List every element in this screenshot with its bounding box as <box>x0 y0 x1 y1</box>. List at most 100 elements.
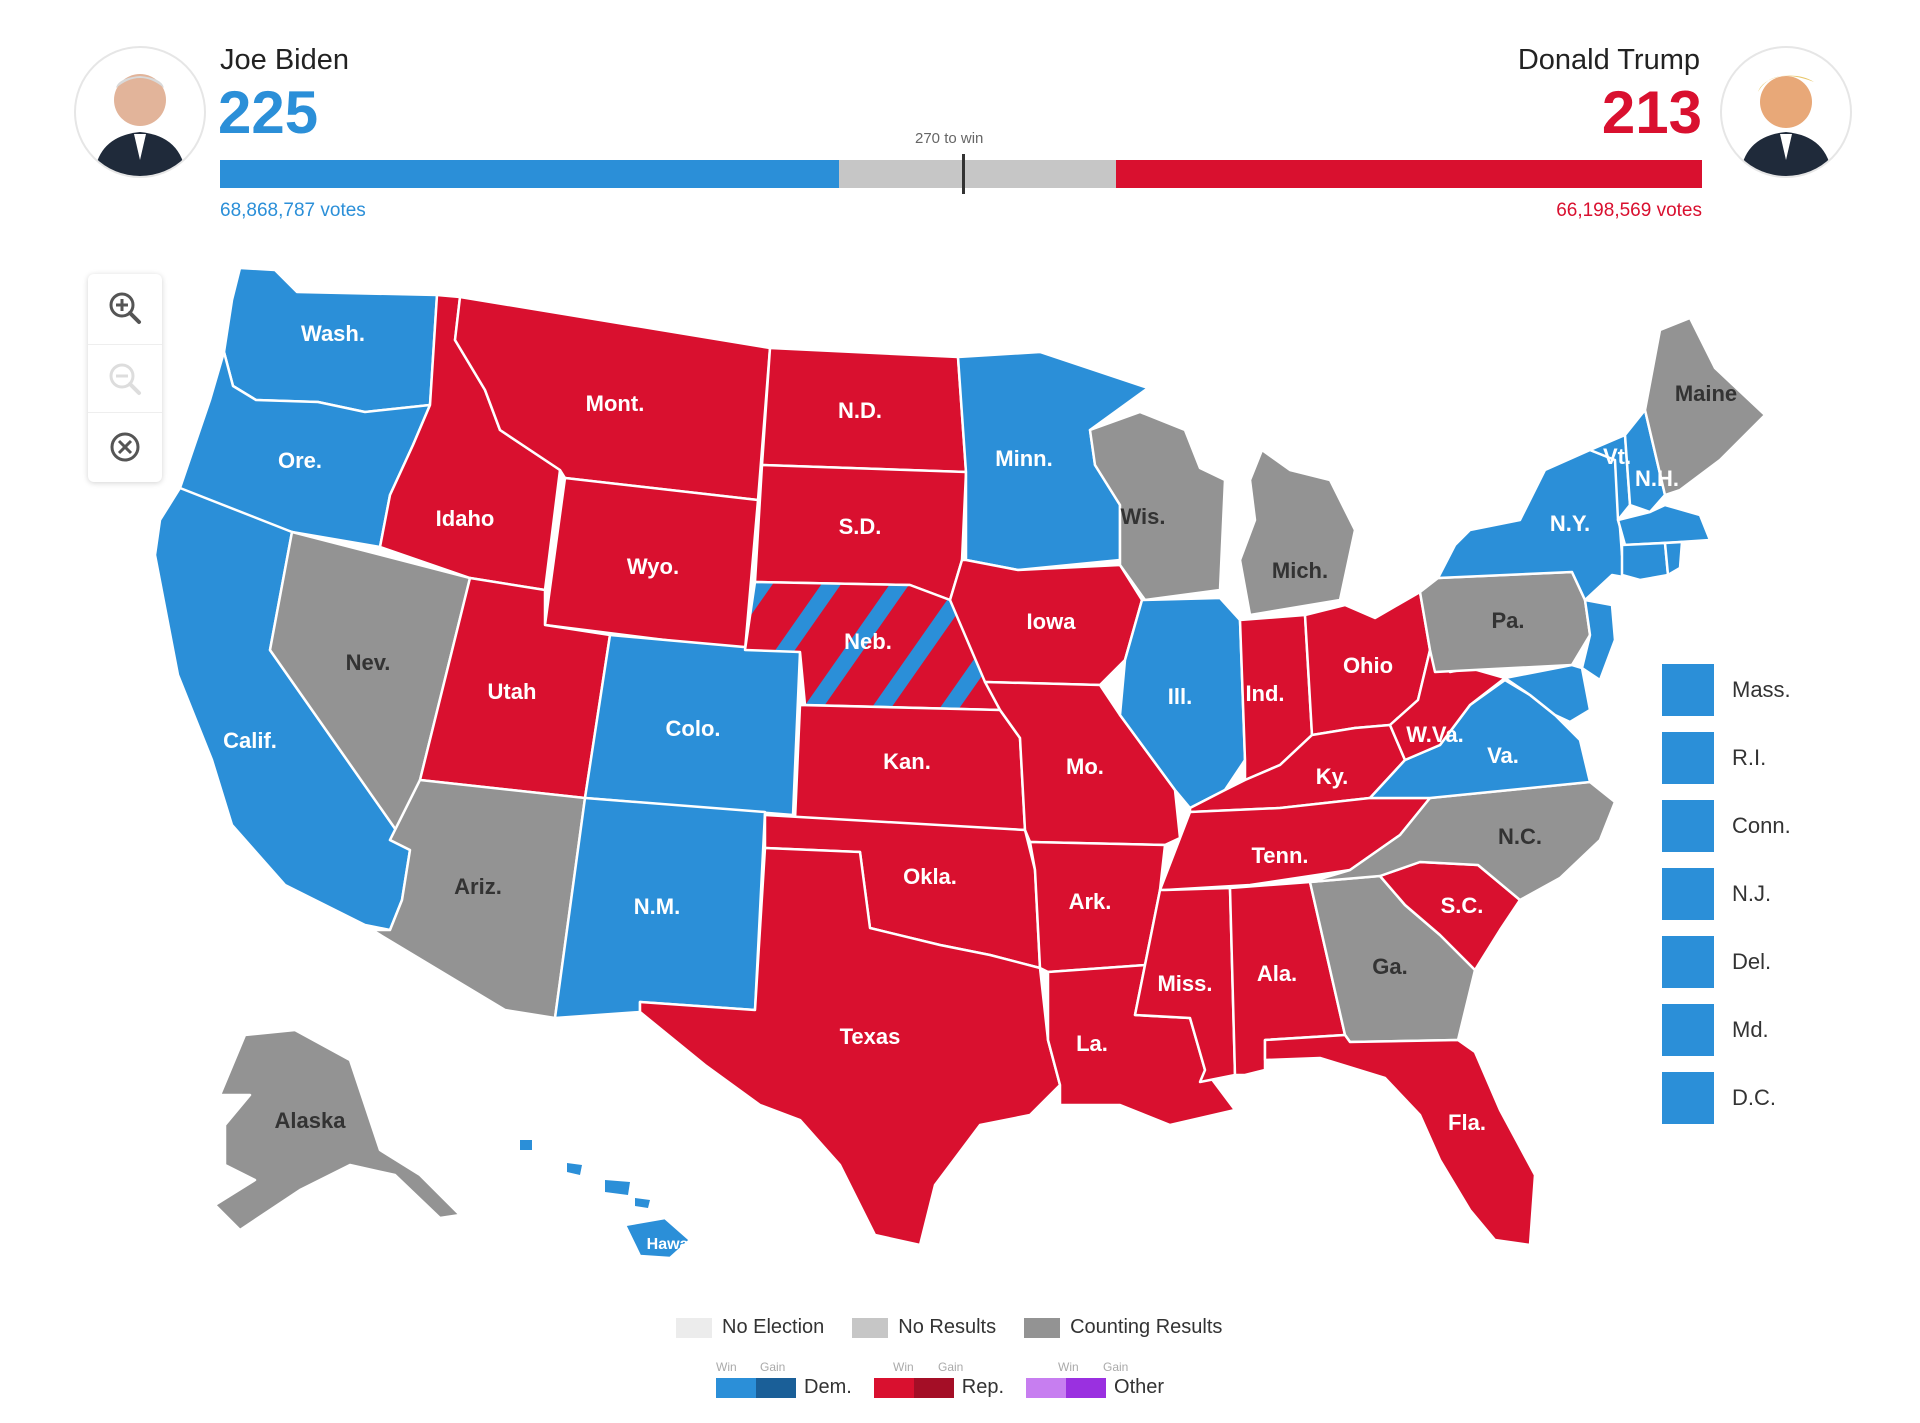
small-state-box[interactable] <box>1662 868 1714 920</box>
state-labels: Wash. Ore. Calif. Nev. Idaho Mont. Wyo. … <box>223 321 1737 1253</box>
small-state-box[interactable] <box>1662 664 1714 716</box>
svg-text:Wis.: Wis. <box>1120 504 1165 529</box>
legend-no-results: No Results <box>898 1316 997 1338</box>
small-state-box[interactable] <box>1662 800 1714 852</box>
svg-text:N.Y.: N.Y. <box>1550 511 1590 536</box>
small-state-box[interactable] <box>1662 732 1714 784</box>
trump-electoral-votes: 213 <box>1601 79 1702 146</box>
state-arizona[interactable] <box>370 778 587 1020</box>
svg-text:W.Va.: W.Va. <box>1406 722 1463 747</box>
small-state-label: Mass. <box>1732 677 1791 702</box>
state-rhode-island[interactable] <box>1663 540 1684 577</box>
svg-text:Ariz.: Ariz. <box>454 874 502 899</box>
dem-gain-tiny: Gain <box>760 1360 786 1374</box>
rep-gain-swatch <box>913 1377 954 1398</box>
state-iowa[interactable] <box>948 558 1144 687</box>
svg-text:Tenn.: Tenn. <box>1251 843 1308 868</box>
state-alaska[interactable] <box>213 1028 462 1232</box>
svg-text:S.C.: S.C. <box>1441 893 1484 918</box>
svg-text:Wash.: Wash. <box>301 321 365 346</box>
svg-text:Ala.: Ala. <box>1257 961 1297 986</box>
svg-text:Minn.: Minn. <box>995 446 1052 471</box>
dem-gain-swatch <box>756 1377 796 1398</box>
svg-text:Utah: Utah <box>488 679 537 704</box>
svg-text:Iowa: Iowa <box>1027 609 1077 634</box>
small-state-label: Md. <box>1732 1017 1769 1042</box>
state-florida[interactable] <box>1263 1033 1537 1247</box>
us-election-map: Wash. Ore. Calif. Nev. Idaho Mont. Wyo. … <box>153 266 1767 1260</box>
state-maine[interactable] <box>1643 316 1767 497</box>
close-circle-icon <box>110 432 140 462</box>
state-texas[interactable] <box>638 846 1062 1247</box>
svg-text:Calif.: Calif. <box>223 728 277 753</box>
state-massachusetts[interactable] <box>1616 503 1712 547</box>
other-win-tiny: Win <box>1058 1360 1079 1374</box>
svg-text:Ga.: Ga. <box>1372 954 1407 979</box>
rep-gain-tiny: Gain <box>938 1360 964 1374</box>
map-zoom-controls <box>88 274 162 482</box>
trump-avatar <box>1720 46 1852 178</box>
rep-win-tiny: Win <box>893 1360 914 1374</box>
svg-text:Pa.: Pa. <box>1491 608 1524 633</box>
small-state-label: R.I. <box>1732 745 1767 770</box>
svg-text:Colo.: Colo. <box>666 716 721 741</box>
legend-counting: Counting Results <box>1070 1316 1223 1338</box>
state-vermont[interactable] <box>1588 433 1632 522</box>
svg-text:N.M.: N.M. <box>634 894 680 919</box>
other-gain-tiny: Gain <box>1103 1360 1129 1374</box>
small-state-box[interactable] <box>1662 1072 1714 1124</box>
svg-text:Wyo.: Wyo. <box>627 554 679 579</box>
svg-text:Ark.: Ark. <box>1069 889 1112 914</box>
svg-text:Mo.: Mo. <box>1066 754 1104 779</box>
svg-text:La.: La. <box>1076 1031 1108 1056</box>
reset-map-button[interactable] <box>88 412 162 481</box>
state-maryland[interactable] <box>1503 663 1592 724</box>
no-election-swatch <box>676 1317 712 1338</box>
other-win-swatch <box>1026 1377 1067 1398</box>
small-state-label: Del. <box>1732 949 1772 974</box>
zoom-in-button[interactable] <box>88 274 162 342</box>
small-state-box[interactable] <box>1662 936 1714 988</box>
legend-dem: Dem. <box>804 1376 852 1398</box>
trump-progress-bar <box>1116 160 1702 188</box>
svg-text:Okla.: Okla. <box>903 864 957 889</box>
small-state-label: N.J. <box>1732 881 1772 906</box>
svg-text:N.C.: N.C. <box>1498 824 1542 849</box>
legend-other: Other <box>1114 1376 1165 1398</box>
svg-text:Vt.: Vt. <box>1603 444 1631 469</box>
state-colorado[interactable] <box>583 633 802 817</box>
state-michigan[interactable] <box>1238 448 1357 617</box>
legend-rep: Rep. <box>961 1376 1005 1398</box>
svg-text:Nev.: Nev. <box>346 650 391 675</box>
svg-text:Idaho: Idaho <box>436 506 495 531</box>
legend-no-election: No Election <box>722 1316 825 1338</box>
svg-text:Mont.: Mont. <box>586 391 645 416</box>
svg-text:Fla.: Fla. <box>1448 1110 1486 1135</box>
svg-text:N.H.: N.H. <box>1635 466 1679 491</box>
state-wisconsin[interactable] <box>1088 410 1227 602</box>
small-state-label: D.C. <box>1732 1085 1776 1110</box>
state-west-virginia[interactable] <box>1388 648 1507 762</box>
svg-text:Neb.: Neb. <box>844 629 892 654</box>
svg-text:Ore.: Ore. <box>278 448 322 473</box>
biden-progress-bar <box>220 160 839 188</box>
svg-text:Ill.: Ill. <box>1168 684 1192 709</box>
zoom-out-button[interactable] <box>88 344 162 413</box>
legend-status-row: No Election No Results Counting Results <box>676 1316 1222 1339</box>
biden-name: Joe Biden <box>220 44 349 76</box>
svg-text:N.D.: N.D. <box>838 398 882 423</box>
rep-win-swatch <box>873 1377 914 1398</box>
state-new-hampshire[interactable] <box>1623 408 1667 514</box>
legend-party-row: Dem. Rep. Other <box>716 1376 1164 1399</box>
biden-avatar <box>74 46 206 178</box>
state-hawaii[interactable] <box>520 1140 692 1260</box>
trump-popular-votes: 66,198,569 votes <box>1556 200 1702 221</box>
small-state-box[interactable] <box>1662 1004 1714 1056</box>
biden-popular-votes: 68,868,787 votes <box>220 200 366 221</box>
portrait-icon <box>1740 75 1832 176</box>
state-connecticut[interactable] <box>1620 541 1670 582</box>
svg-text:Texas: Texas <box>840 1024 901 1049</box>
zoom-out-icon <box>109 363 141 395</box>
svg-text:Hawaii: Hawaii <box>647 1236 698 1253</box>
state-new-jersey[interactable] <box>1580 598 1617 682</box>
